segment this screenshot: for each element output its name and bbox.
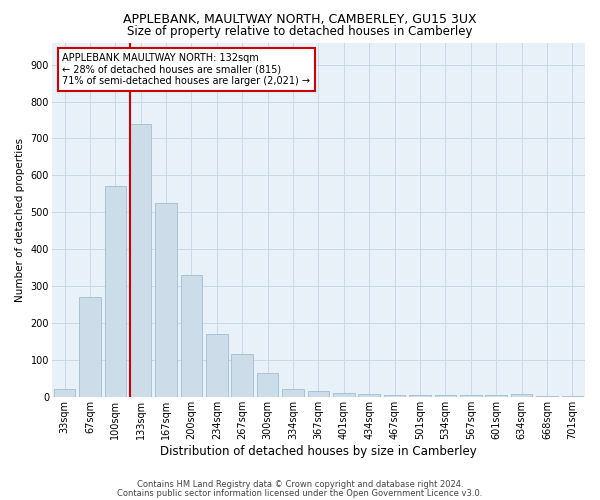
Bar [79,297,101,397]
Bar [511,394,532,397]
Bar [130,124,151,397]
Bar [104,186,126,397]
Bar [155,203,177,397]
Y-axis label: Number of detached properties: Number of detached properties [15,138,25,302]
Bar [308,392,329,397]
X-axis label: Distribution of detached houses by size in Camberley: Distribution of detached houses by size … [160,444,477,458]
Text: APPLEBANK, MAULTWAY NORTH, CAMBERLEY, GU15 3UX: APPLEBANK, MAULTWAY NORTH, CAMBERLEY, GU… [123,12,477,26]
Text: Contains public sector information licensed under the Open Government Licence v3: Contains public sector information licen… [118,488,482,498]
Text: Size of property relative to detached houses in Camberley: Size of property relative to detached ho… [127,25,473,38]
Bar [536,396,558,397]
Bar [54,390,76,397]
Bar [562,396,583,397]
Bar [460,395,482,397]
Bar [434,395,456,397]
Bar [282,390,304,397]
Bar [206,334,227,397]
Bar [333,393,355,397]
Bar [358,394,380,397]
Bar [181,275,202,397]
Bar [257,373,278,397]
Text: Contains HM Land Registry data © Crown copyright and database right 2024.: Contains HM Land Registry data © Crown c… [137,480,463,489]
Bar [232,354,253,397]
Bar [409,395,431,397]
Bar [384,394,406,397]
Bar [485,395,507,397]
Text: APPLEBANK MAULTWAY NORTH: 132sqm
← 28% of detached houses are smaller (815)
71% : APPLEBANK MAULTWAY NORTH: 132sqm ← 28% o… [62,53,310,86]
